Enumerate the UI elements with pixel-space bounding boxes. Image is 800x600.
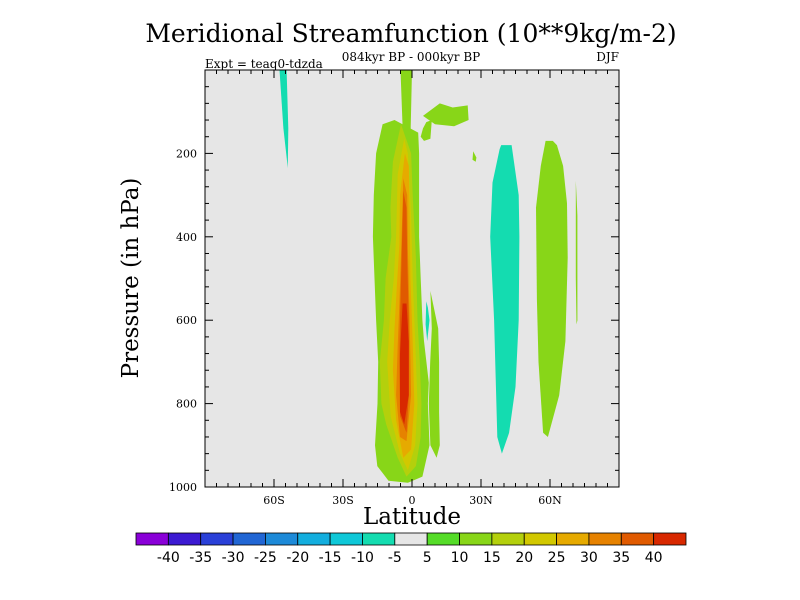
colorbar-swatch — [426, 532, 460, 546]
contour-regions — [279, 70, 578, 483]
chart-title: Meridional Streamfunction (10**9kg/m-2) — [145, 19, 676, 48]
tropical-patch-small — [425, 301, 430, 342]
x-tick-label: 60S — [263, 494, 285, 507]
colorbar-swatch — [167, 532, 202, 546]
colorbar-label: 10 — [451, 550, 469, 566]
colorbar-swatch — [653, 532, 687, 546]
colorbar-label: -35 — [189, 550, 212, 566]
y-tick-label: 400 — [176, 231, 197, 244]
nh-midlat-negative-cell — [490, 145, 520, 454]
nh-polar-positive-sliver — [575, 180, 578, 325]
chart-subtitle: 084kyr BP - 000kyr BP — [342, 50, 480, 64]
colorbar-label: -15 — [319, 550, 342, 566]
colorbar-swatch — [329, 532, 363, 546]
colorbar-swatch — [523, 532, 557, 546]
tropical-patch-lower — [428, 291, 440, 458]
x-axis-label: Latitude — [363, 504, 461, 530]
tropical-patch-30n — [423, 103, 469, 127]
colorbar-swatch — [135, 532, 169, 546]
season-label: DJF — [596, 50, 619, 64]
tropical-band-tongue — [400, 70, 412, 133]
colorbar-label: 5 — [423, 550, 432, 566]
colorbar-label: -20 — [286, 550, 309, 566]
y-tick-label: 1000 — [169, 481, 197, 494]
x-tick-label: 30N — [469, 494, 493, 507]
colorbar-swatch — [232, 532, 266, 546]
tropical-patch-right — [472, 151, 477, 162]
nh-subpolar-positive-cell — [536, 140, 568, 437]
colorbar-swatch — [491, 532, 525, 546]
experiment-label: Expt = teaq0-tdzda — [205, 57, 323, 71]
colorbar-label: -10 — [351, 550, 374, 566]
colorbar-swatch — [394, 532, 428, 546]
x-tick-label: 30S — [332, 494, 354, 507]
colorbar-swatch — [620, 532, 655, 546]
x-tick-label: 60N — [538, 494, 562, 507]
colorbar-swatch — [459, 532, 493, 546]
colorbar-label: -40 — [157, 550, 180, 566]
colorbar-label: 20 — [515, 550, 533, 566]
y-tick-label: 200 — [176, 147, 197, 160]
colorbar-label: 30 — [580, 550, 598, 566]
y-tick-label: 800 — [176, 398, 197, 411]
colorbar-swatch — [200, 532, 234, 546]
colorbar-label: 25 — [548, 550, 566, 566]
colorbar-swatch — [265, 532, 299, 546]
colorbar-swatch — [556, 532, 590, 546]
colorbar-label: 40 — [645, 550, 663, 566]
colorbar-label: 15 — [483, 550, 501, 566]
plot-axes: 60S 30S 0 30N 60N 200 400 600 800 1000 — [169, 69, 620, 507]
colorbar-label: -25 — [254, 550, 277, 566]
y-axis-label: Pressure (in hPa) — [118, 178, 144, 379]
sh-highlat-negative-cell — [279, 70, 289, 168]
colorbar-swatch — [362, 532, 396, 546]
tropical-patch-upper — [420, 120, 432, 141]
y-tick-label: 600 — [176, 314, 197, 327]
colorbar-label: 35 — [612, 550, 630, 566]
tropical-core-40 — [400, 303, 409, 425]
colorbar-label: -5 — [388, 550, 402, 566]
colorbar-swatch — [297, 532, 331, 546]
colorbar-swatch — [588, 532, 622, 546]
colorbar: -40 -35 -30 -25 -20 -15 -10 -5 5 10 15 20 25 30 35 40 — [135, 532, 687, 566]
colorbar-label: -30 — [222, 550, 245, 566]
x-tick-label: 0 — [409, 494, 416, 507]
